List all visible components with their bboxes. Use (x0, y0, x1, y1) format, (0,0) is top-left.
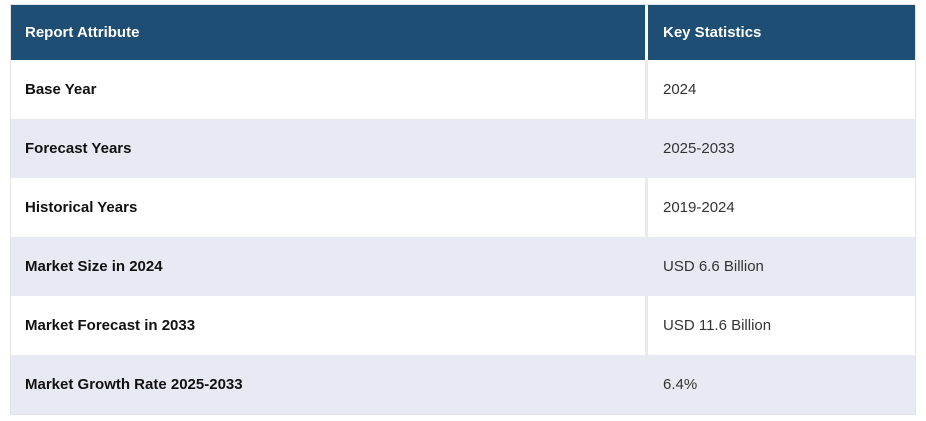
attribute-cell: Historical Years (25, 198, 138, 216)
attribute-cell: Market Growth Rate 2025-2033 (25, 375, 243, 393)
table-row-market-size: Market Size in 2024 USD 6.6 Billion (11, 237, 915, 296)
value-cell: USD 11.6 Billion (645, 296, 915, 355)
value-cell: 6.4% (645, 355, 915, 414)
table-header-row: Report Attribute Key Statistics (11, 5, 915, 60)
table-row-market-forecast: Market Forecast in 2033 USD 11.6 Billion (11, 296, 915, 355)
header-cell-key-statistics: Key Statistics (645, 5, 915, 60)
attribute-cell: Base Year (25, 80, 97, 98)
header-cell-report-attribute: Report Attribute (25, 23, 140, 41)
table-row-base-year: Base Year 2024 (11, 60, 915, 119)
value-cell: 2024 (645, 60, 915, 119)
table-row-historical-years: Historical Years 2019-2024 (11, 178, 915, 237)
table-row-growth-rate: Market Growth Rate 2025-2033 6.4% (11, 355, 915, 414)
attribute-cell: Market Forecast in 2033 (25, 316, 196, 334)
table-row-forecast-years: Forecast Years 2025-2033 (11, 119, 915, 178)
attribute-cell: Forecast Years (25, 139, 132, 157)
attribute-cell: Market Size in 2024 (25, 257, 163, 275)
report-attributes-table: Report Attribute Key Statistics Base Yea… (10, 4, 916, 415)
value-cell: USD 6.6 Billion (645, 237, 915, 296)
value-cell: 2025-2033 (645, 119, 915, 178)
value-cell: 2019-2024 (645, 178, 915, 237)
